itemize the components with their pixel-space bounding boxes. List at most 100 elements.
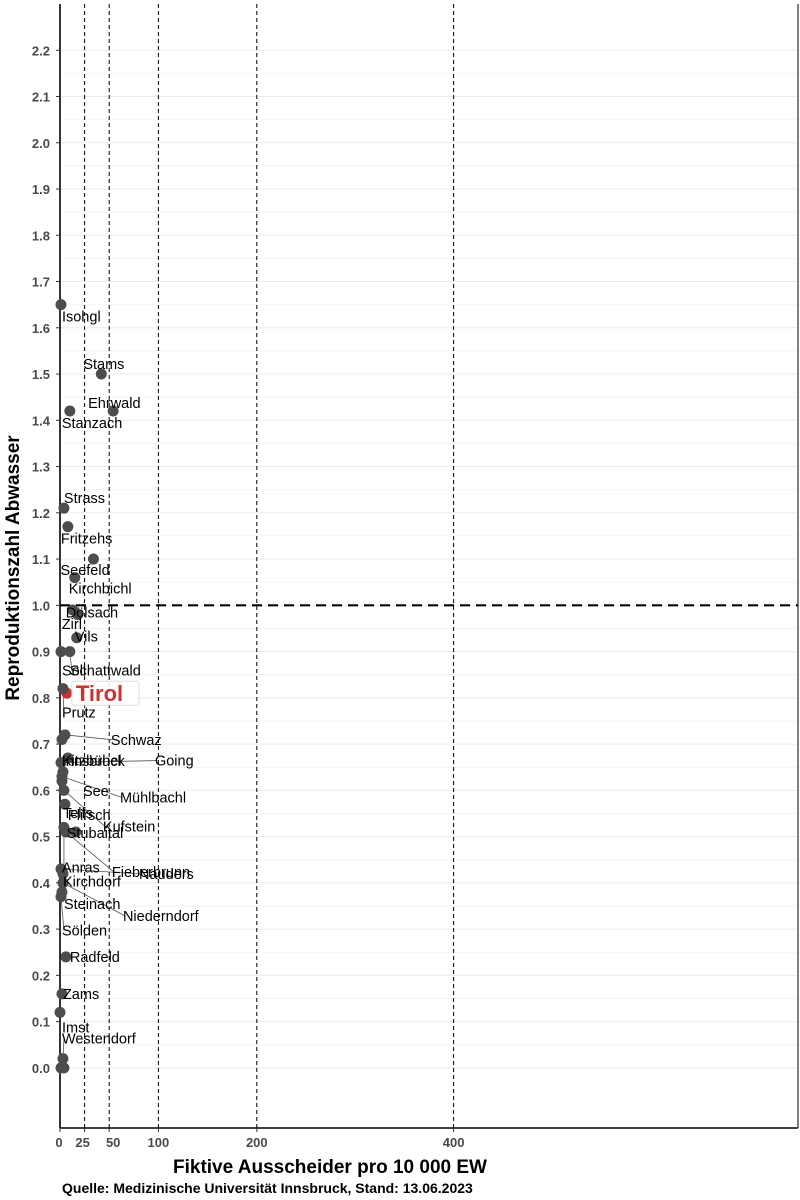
data-point: [55, 891, 67, 903]
point-label: Innsbruck: [62, 754, 126, 770]
data-point: [60, 951, 72, 963]
point-label: Kitzbühel: [62, 753, 122, 769]
data-point: [57, 683, 69, 695]
data-point: [56, 733, 68, 745]
y-axis-title: Reproduktionszahl Abwasser: [3, 435, 24, 701]
y-tick-label: 2.2: [32, 43, 50, 58]
reference-lines: [60, 4, 798, 1128]
data-point: [67, 604, 79, 616]
y-tick-label: 1.6: [32, 321, 50, 336]
data-point: [95, 368, 107, 380]
y-tick-label: 1.5: [32, 367, 50, 382]
point-label: Steinach: [64, 897, 120, 913]
data-point: [55, 863, 67, 875]
y-tick-label: 1.2: [32, 506, 50, 521]
grid-layer: [60, 49, 798, 1069]
data-point: [55, 299, 67, 311]
point-label: Kufstein: [103, 819, 155, 835]
point-label: Fritzehs: [61, 532, 113, 548]
point-label: Imst: [62, 1020, 89, 1036]
y-tick-label: 0.4: [32, 876, 51, 891]
point-label: Isohgl: [62, 310, 101, 326]
y-tick-label: 1.8: [32, 228, 50, 243]
point-label: Niederndorf: [123, 909, 200, 925]
data-point: [56, 988, 68, 1000]
label-leader-line: [60, 868, 142, 875]
point-label: Radfeld: [70, 950, 120, 966]
point-label: Kirchbichl: [69, 582, 132, 598]
data-point: [107, 405, 119, 417]
y-tick-label: 0.5: [32, 830, 50, 845]
data-point: [57, 1053, 69, 1065]
point-label: Westendorf: [62, 1032, 137, 1048]
point-label: Strass: [64, 491, 105, 507]
y-tick-label: 0.9: [32, 645, 50, 660]
highlight-label-box: [71, 680, 140, 706]
point-label: Nauders: [139, 867, 194, 883]
y-tick-label: 0.2: [32, 968, 50, 983]
y-tick-label: 2.0: [32, 136, 50, 151]
y-tick-label: 1.3: [32, 460, 50, 475]
y-tick-label: 0.8: [32, 691, 50, 706]
data-point: [62, 521, 74, 533]
point-labels: Isohgl Stams Ehrwald Stanzach Strass Fritzehs…: [60, 310, 199, 1048]
highlight-label: Tirol: [76, 681, 123, 706]
label-leader-line: [61, 776, 123, 798]
y-tick-label: 1.9: [32, 182, 50, 197]
x-tick-label: 0: [55, 1135, 62, 1150]
point-label: Söll: [62, 664, 86, 680]
point-label: Telfs: [63, 806, 93, 822]
label-leader-lines: [60, 636, 157, 1059]
x-tick-label: 200: [246, 1135, 268, 1150]
x-tick-label: 400: [443, 1135, 465, 1150]
tick-labels: 0.0 0.1 0.2 0.3 0.4 0.5 0.6 0.7 0.8 0.9 1.0 1.1 1.2 1…: [32, 43, 465, 1150]
data-point: [64, 405, 76, 417]
data-point: [87, 553, 99, 565]
point-label: Stanzach: [62, 416, 122, 432]
data-point: [64, 646, 76, 658]
label-leader-line: [60, 760, 157, 763]
data-point: [55, 646, 67, 658]
y-tick-label: 0.3: [32, 922, 50, 937]
point-label: Stubaital: [67, 826, 123, 842]
point-label: Ehrwald: [88, 396, 140, 412]
data-point: [55, 757, 67, 769]
y-tick-label: 0.1: [32, 1015, 50, 1030]
x-tick-label: 100: [148, 1135, 170, 1150]
point-label: Kirchdorf: [63, 875, 122, 891]
point-label: Schattwald: [70, 664, 141, 680]
point-label: Zirl: [62, 617, 82, 633]
data-points: [54, 299, 119, 1074]
data-point: [58, 502, 70, 514]
point-label: Flirsch: [68, 808, 111, 824]
y-tick-label: 1.4: [32, 413, 51, 428]
data-point: [70, 826, 82, 838]
point-label: Sölden: [62, 924, 107, 940]
y-tick-label: 2.1: [32, 90, 50, 105]
label-leader-line: [62, 882, 126, 917]
point-label: Prutz: [62, 706, 96, 722]
point-label: Seefeld: [60, 563, 109, 579]
point-label: Anras: [62, 860, 100, 876]
data-point: [69, 572, 81, 584]
y-tick-label: 1.1: [32, 552, 50, 567]
x-tick-label: 50: [106, 1135, 120, 1150]
point-label: Fieberbrunn: [112, 865, 190, 881]
y-tick-label: 0.0: [32, 1061, 50, 1076]
label-leader-line: [65, 831, 115, 873]
point-label: Vils: [75, 630, 98, 646]
point-label: Going: [155, 754, 194, 770]
x-tick-label: 25: [75, 1135, 89, 1150]
axes: [56, 4, 799, 1132]
y-tick-label: 1.0: [32, 598, 50, 613]
data-point: [60, 826, 72, 838]
data-point: [71, 632, 83, 644]
point-label: Schwaz: [111, 733, 162, 749]
x-axis-title: Fiktive Ausscheider pro 10 000 EW: [173, 1157, 487, 1178]
data-point: [59, 798, 71, 810]
data-point: [56, 775, 68, 787]
y-tick-label: 0.6: [32, 783, 50, 798]
source-caption: Quelle: Medizinische Universität Innsbru…: [62, 1180, 473, 1196]
label-leader-line: [63, 790, 106, 827]
